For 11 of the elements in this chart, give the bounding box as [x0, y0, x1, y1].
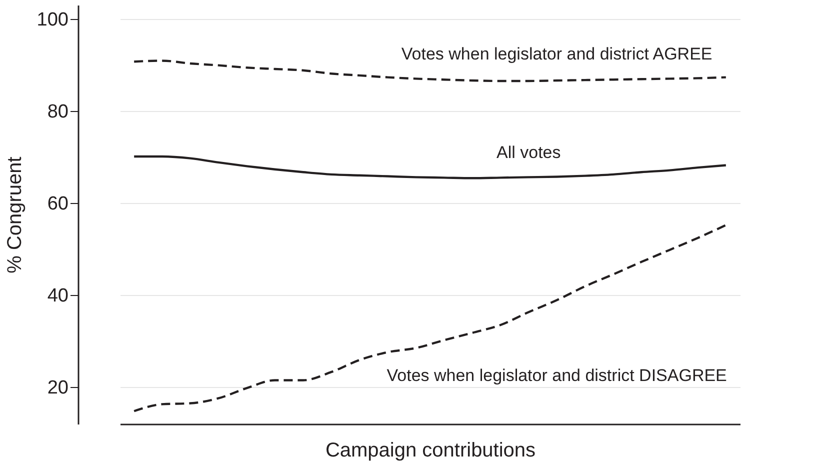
y-tick-label: 20: [47, 378, 68, 399]
series-label: All votes: [496, 143, 561, 162]
series-label: Votes when legislator and district DISAGREE: [386, 366, 727, 386]
series-label: Votes when legislator and district AGREE: [401, 44, 712, 64]
y-axis-title: % Congruent: [4, 156, 26, 274]
y-tick-label: 40: [47, 286, 68, 307]
y-tick-label: 100: [36, 9, 68, 30]
y-tick-label: 60: [47, 193, 68, 214]
x-axis-title: Campaign contributions: [325, 440, 536, 462]
line-series: [132, 224, 728, 412]
y-tick-label: 80: [47, 101, 68, 122]
